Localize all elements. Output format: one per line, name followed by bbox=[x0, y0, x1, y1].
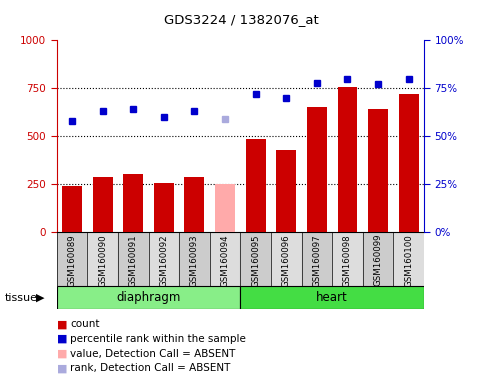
Text: value, Detection Call = ABSENT: value, Detection Call = ABSENT bbox=[70, 349, 236, 359]
Text: GSM160093: GSM160093 bbox=[190, 234, 199, 286]
Text: GSM160092: GSM160092 bbox=[159, 234, 168, 286]
Bar bbox=[184, 177, 205, 232]
Bar bbox=[87, 232, 118, 286]
Text: ■: ■ bbox=[57, 363, 67, 373]
Bar bbox=[57, 232, 87, 286]
Text: GSM160096: GSM160096 bbox=[282, 234, 291, 286]
Text: GSM160091: GSM160091 bbox=[129, 234, 138, 286]
Text: GSM160090: GSM160090 bbox=[98, 234, 107, 286]
Text: count: count bbox=[70, 319, 100, 329]
Text: GSM160094: GSM160094 bbox=[220, 234, 230, 286]
Text: GSM160089: GSM160089 bbox=[68, 234, 76, 286]
Text: GSM160098: GSM160098 bbox=[343, 234, 352, 286]
Bar bbox=[307, 107, 327, 232]
Bar bbox=[332, 232, 363, 286]
Bar bbox=[276, 150, 296, 232]
Bar bbox=[118, 232, 148, 286]
Text: ■: ■ bbox=[57, 334, 67, 344]
Bar bbox=[246, 139, 266, 232]
Text: ▶: ▶ bbox=[36, 293, 45, 303]
Bar bbox=[241, 232, 271, 286]
Bar bbox=[338, 88, 357, 232]
Bar bbox=[210, 232, 240, 286]
Bar bbox=[57, 286, 241, 309]
Text: GSM160095: GSM160095 bbox=[251, 234, 260, 286]
Bar bbox=[154, 184, 174, 232]
Bar bbox=[93, 177, 112, 232]
Bar bbox=[148, 232, 179, 286]
Text: ■: ■ bbox=[57, 319, 67, 329]
Bar bbox=[393, 232, 424, 286]
Text: diaphragm: diaphragm bbox=[116, 291, 181, 304]
Text: GSM160097: GSM160097 bbox=[313, 234, 321, 286]
Bar bbox=[368, 109, 388, 232]
Text: heart: heart bbox=[317, 291, 348, 304]
Bar bbox=[123, 174, 143, 232]
Bar bbox=[179, 232, 210, 286]
Text: ■: ■ bbox=[57, 349, 67, 359]
Bar bbox=[399, 94, 419, 232]
Text: GSM160099: GSM160099 bbox=[374, 234, 383, 286]
Text: GDS3224 / 1382076_at: GDS3224 / 1382076_at bbox=[164, 13, 319, 26]
Bar bbox=[302, 232, 332, 286]
Bar bbox=[363, 232, 393, 286]
Bar bbox=[215, 184, 235, 232]
Text: tissue: tissue bbox=[5, 293, 38, 303]
Bar bbox=[271, 232, 302, 286]
Text: rank, Detection Call = ABSENT: rank, Detection Call = ABSENT bbox=[70, 363, 231, 373]
Text: percentile rank within the sample: percentile rank within the sample bbox=[70, 334, 246, 344]
Bar bbox=[241, 286, 424, 309]
Bar bbox=[62, 186, 82, 232]
Text: GSM160100: GSM160100 bbox=[404, 234, 413, 287]
